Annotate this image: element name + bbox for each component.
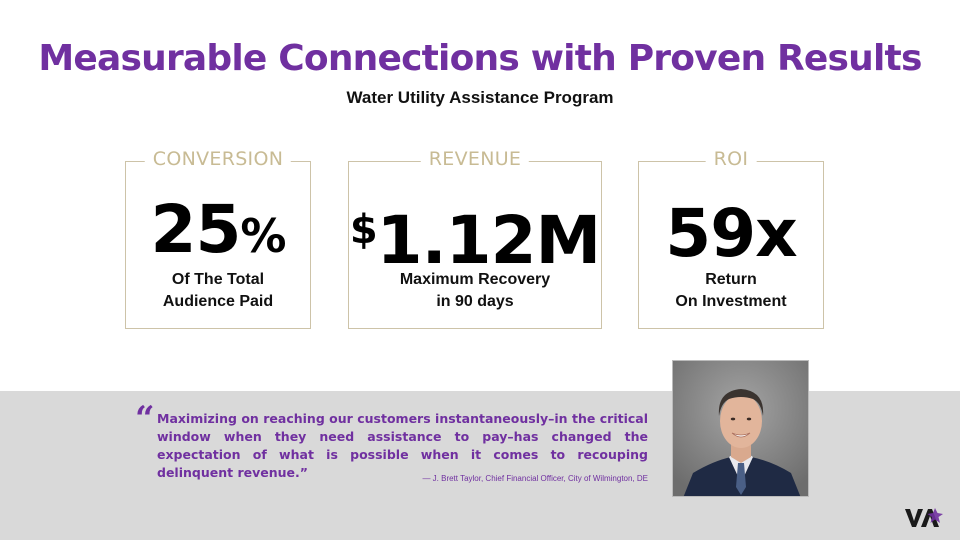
revenue-desc-line2: in 90 days [436, 293, 514, 310]
conversion-desc-line2: Audience Paid [162, 293, 274, 310]
conversion-desc-line1: Of The Total [171, 271, 265, 288]
revenue-number: 1.12M [376, 202, 602, 279]
portrait-illustration [673, 361, 808, 496]
quote-mark-icon: “ [135, 399, 155, 439]
conversion-label: CONVERSION [144, 148, 292, 170]
revenue-desc-line1: Maximum Recovery [399, 271, 551, 288]
conversion-percent-sign: % [240, 209, 286, 263]
roi-value: 59x [665, 195, 797, 272]
revenue-dollar-sign: $ [349, 207, 378, 253]
roi-description: Return On Investment [639, 269, 823, 313]
testimonial-quote: Maximizing on reaching our customers ins… [157, 411, 648, 480]
portrait-photo [672, 360, 809, 497]
roi-desc-line2: On Investment [675, 293, 787, 310]
revenue-description: Maximum Recovery in 90 days [349, 269, 601, 313]
revenue-value: $1.12M [349, 196, 601, 275]
revenue-card: REVENUE $1.12M Maximum Recovery in 90 da… [348, 148, 602, 329]
testimonial-attribution: — J. Brett Taylor, Chief Financial Offic… [422, 474, 648, 483]
roi-label: ROI [705, 148, 757, 170]
conversion-number: 25 [150, 191, 242, 268]
va-logo-icon [905, 508, 943, 527]
roi-card: ROI 59x Return On Investment [638, 148, 824, 329]
conversion-description: Of The Total Audience Paid [126, 269, 310, 313]
page-title: Measurable Connections with Proven Resul… [38, 38, 922, 79]
roi-desc-line1: Return [705, 271, 757, 288]
conversion-card: CONVERSION 25% Of The Total Audience Pai… [125, 148, 311, 329]
revenue-label: REVENUE [420, 148, 530, 170]
page-subtitle: Water Utility Assistance Program [346, 88, 614, 107]
conversion-value: 25% [126, 196, 310, 270]
company-logo [904, 506, 944, 530]
